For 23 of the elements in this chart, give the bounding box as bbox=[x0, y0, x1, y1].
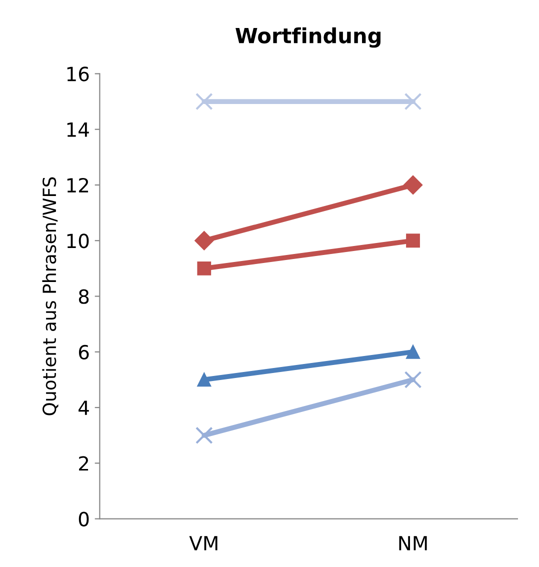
y-tick-label: 12 bbox=[67, 178, 88, 192]
y-tick-label: 16 bbox=[67, 66, 89, 82]
x-tick-label: VM bbox=[189, 536, 218, 550]
y-tick-label: 8 bbox=[78, 289, 89, 304]
point bbox=[195, 92, 213, 110]
y-tick-label: 14 bbox=[67, 122, 89, 137]
point bbox=[194, 231, 214, 250]
y-tick-label: 6 bbox=[78, 344, 89, 360]
point bbox=[403, 175, 423, 195]
chart-title: Wortfindung bbox=[236, 27, 380, 48]
point bbox=[197, 261, 212, 276]
point bbox=[404, 92, 422, 110]
y-axis-title: Quotient aus Phrasen/WFS bbox=[42, 177, 58, 416]
point bbox=[406, 344, 420, 359]
point bbox=[406, 234, 420, 248]
x-tick-label: NM bbox=[399, 536, 427, 550]
point bbox=[197, 372, 212, 387]
point bbox=[404, 371, 422, 388]
y-tick-label: 2 bbox=[79, 456, 88, 471]
y-tick-label: 0 bbox=[78, 512, 89, 526]
y-tick-label: 4 bbox=[78, 400, 89, 415]
point bbox=[195, 426, 213, 444]
y-tick-label: 10 bbox=[67, 234, 89, 248]
